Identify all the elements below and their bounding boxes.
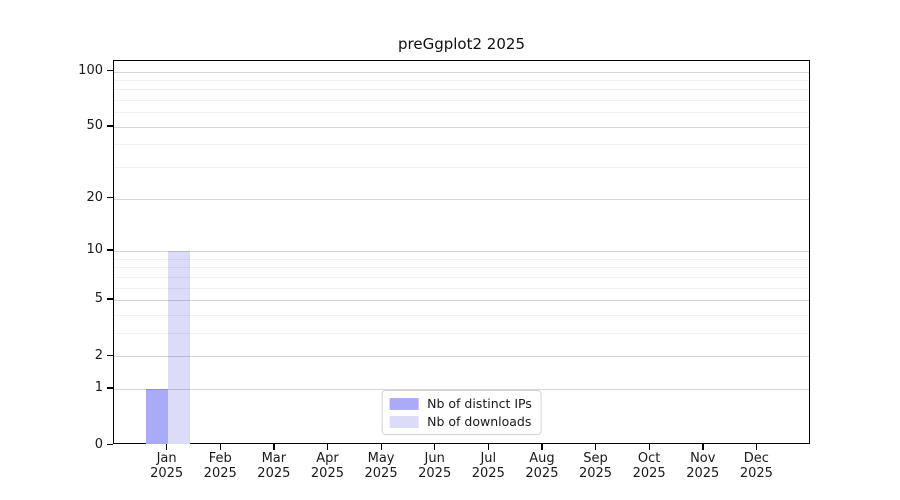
gridline-minor <box>114 79 809 81</box>
gridline-major <box>114 356 809 358</box>
x-tick-year: 2025 <box>150 466 184 481</box>
gridline-minor <box>114 267 809 269</box>
x-tick-label: May 2025 <box>351 451 411 481</box>
gridline-minor <box>114 89 809 91</box>
legend-label-downloads: Nb of downloads <box>427 414 532 429</box>
y-tick-mark <box>107 443 113 445</box>
x-tick-label: Aug 2025 <box>512 451 572 481</box>
x-tick-month: Jan <box>156 451 177 466</box>
gridline-minor <box>114 100 809 102</box>
x-tick-mark <box>755 444 758 450</box>
gridline-major <box>114 299 809 301</box>
gridline-minor <box>114 144 809 146</box>
y-tick-label: 10 <box>86 242 103 258</box>
y-tick-label: 1 <box>94 380 103 396</box>
x-tick-month: Oct <box>637 451 661 466</box>
y-tick-label: 5 <box>94 291 103 307</box>
y-tick-label: 20 <box>86 190 103 206</box>
x-tick-label: Jan 2025 <box>137 451 197 481</box>
gridline-minor <box>114 287 809 289</box>
gridline-minor <box>114 167 809 169</box>
x-tick-year: 2025 <box>471 466 505 481</box>
x-tick-year: 2025 <box>578 466 613 481</box>
x-tick-month: Mar <box>261 451 287 466</box>
gridline-minor <box>114 112 809 114</box>
y-tick-label: 100 <box>78 63 103 78</box>
y-tick-mark <box>107 249 113 251</box>
x-tick-label: Oct 2025 <box>619 451 679 481</box>
gridline-minor <box>114 258 809 260</box>
x-tick-year: 2025 <box>418 466 452 481</box>
gridline-minor <box>114 276 809 278</box>
x-tick-mark <box>595 444 597 450</box>
chart-title: preGgplot2 2025 <box>398 35 525 53</box>
gridline-minor <box>114 332 809 334</box>
plot-area: Nb of distinct IPs Nb of downloads <box>113 60 810 444</box>
x-tick-month: Feb <box>208 451 232 466</box>
x-tick-label: Jun 2025 <box>405 451 465 481</box>
gridline-minor <box>114 314 809 316</box>
gridline-major <box>114 71 809 73</box>
y-tick-mark <box>107 354 113 356</box>
x-tick-year: 2025 <box>257 466 291 481</box>
x-tick-label: Feb 2025 <box>190 451 250 481</box>
x-tick-mark <box>487 444 490 450</box>
x-tick-mark <box>219 444 222 450</box>
legend-item-distinct-ips: Nb of distinct IPs <box>389 396 532 411</box>
x-tick-mark <box>326 444 329 450</box>
x-tick-label: Dec 2025 <box>726 451 786 481</box>
gridline-major <box>114 126 809 128</box>
x-tick-month: Jun <box>424 451 445 466</box>
y-tick-mark <box>107 70 113 72</box>
legend-swatch-downloads <box>389 415 419 428</box>
x-tick-month: Apr <box>316 451 339 466</box>
x-tick-mark <box>541 444 543 450</box>
legend-item-downloads: Nb of downloads <box>389 414 532 429</box>
x-tick-mark <box>380 444 382 450</box>
bar-downloads <box>167 250 190 444</box>
gridlines-layer <box>114 61 809 443</box>
gridline-major <box>114 250 809 252</box>
y-tick-mark <box>107 387 113 389</box>
legend-swatch-distinct-ips <box>389 397 419 410</box>
x-tick-month: May <box>367 451 395 466</box>
x-tick-month: Sep <box>583 451 608 466</box>
x-tick-label: Jul 2025 <box>458 451 518 481</box>
bar-distinct-ips <box>145 388 168 444</box>
x-tick-year: 2025 <box>686 466 720 481</box>
gridline-major <box>114 198 809 200</box>
y-tick-label: 50 <box>86 118 103 134</box>
x-tick-label: Apr 2025 <box>297 451 357 481</box>
x-tick-mark <box>434 444 436 450</box>
x-tick-month: Aug <box>529 451 555 466</box>
y-tick-label: 0 <box>94 436 103 452</box>
x-tick-mark <box>273 444 275 450</box>
x-tick-label: Nov 2025 <box>673 451 733 481</box>
y-tick-label: 2 <box>94 347 103 363</box>
legend-label-distinct-ips: Nb of distinct IPs <box>427 396 532 411</box>
x-tick-label: Mar 2025 <box>244 451 304 481</box>
y-tick-mark <box>107 197 113 199</box>
x-tick-mark <box>702 444 704 450</box>
x-tick-year: 2025 <box>525 466 559 481</box>
x-tick-year: 2025 <box>739 466 773 481</box>
x-tick-mark <box>166 444 168 450</box>
y-tick-mark <box>107 298 113 300</box>
x-tick-month: Dec <box>743 451 769 466</box>
x-tick-month: Jul <box>480 451 497 466</box>
x-tick-year: 2025 <box>310 466 344 481</box>
x-tick-year: 2025 <box>203 466 237 481</box>
x-tick-mark <box>648 444 650 450</box>
y-tick-mark <box>107 125 113 127</box>
x-tick-year: 2025 <box>364 466 398 481</box>
x-tick-year: 2025 <box>632 466 666 481</box>
x-tick-label: Sep 2025 <box>566 451 626 481</box>
gridline-major <box>114 388 809 390</box>
bars-layer <box>114 61 809 444</box>
x-tick-month: Nov <box>690 451 716 466</box>
legend: Nb of distinct IPs Nb of downloads <box>381 390 542 435</box>
